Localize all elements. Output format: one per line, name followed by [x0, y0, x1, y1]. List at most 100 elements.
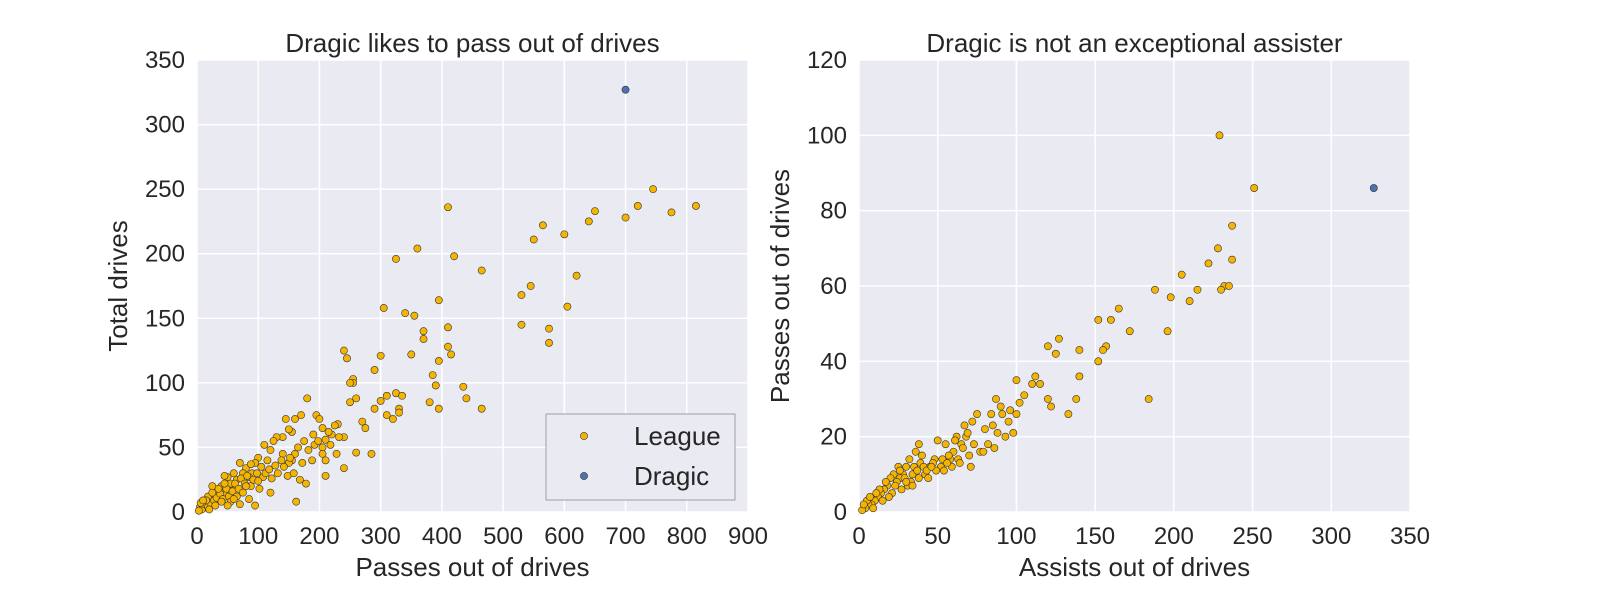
- legend-box: [545, 413, 736, 501]
- data-point: [297, 411, 305, 420]
- data-point: [539, 221, 547, 230]
- chart-title: Dragic likes to pass out of drives: [285, 28, 659, 58]
- data-point: [1075, 346, 1084, 354]
- data-point: [968, 417, 977, 426]
- data-point: [318, 424, 327, 432]
- y-tick-label: 40: [820, 348, 847, 375]
- data-point: [1072, 395, 1081, 403]
- data-point: [444, 203, 452, 212]
- data-point: [913, 466, 922, 475]
- data-point: [1044, 395, 1052, 403]
- data-point: [905, 455, 914, 464]
- data-point: [872, 489, 881, 498]
- data-point: [425, 398, 434, 407]
- data-point: [1369, 184, 1378, 192]
- series-dragic: [621, 85, 630, 94]
- data-point: [229, 495, 238, 503]
- data-point: [965, 451, 974, 460]
- data-point: [1214, 244, 1222, 253]
- data-point: [1166, 293, 1175, 302]
- data-point: [346, 378, 354, 387]
- data-point: [260, 440, 269, 449]
- data-point: [944, 451, 953, 460]
- data-point: [434, 357, 443, 365]
- data-point: [517, 320, 526, 329]
- data-point: [1106, 315, 1115, 324]
- data-point: [941, 440, 950, 449]
- data-point: [321, 456, 330, 465]
- data-point: [361, 424, 370, 432]
- data-point: [434, 296, 443, 305]
- legend-marker: [580, 432, 588, 440]
- data-point: [291, 415, 299, 423]
- data-point: [220, 471, 229, 480]
- data-point: [970, 440, 978, 449]
- data-point: [996, 402, 1005, 411]
- data-point: [340, 346, 348, 355]
- data-point: [410, 311, 419, 320]
- data-point: [315, 415, 324, 423]
- data-point: [263, 456, 272, 465]
- data-point: [289, 469, 298, 478]
- data-point: [924, 474, 933, 482]
- x-axis-label: Assists out of drives: [1019, 552, 1250, 582]
- data-point: [940, 466, 948, 475]
- data-point: [591, 207, 599, 215]
- y-tick-label: 100: [807, 122, 847, 149]
- data-point: [379, 304, 388, 312]
- data-point: [477, 404, 486, 413]
- data-point: [309, 430, 318, 439]
- data-point: [321, 471, 330, 480]
- data-point: [1064, 410, 1073, 418]
- data-point: [239, 488, 247, 497]
- data-point: [300, 437, 309, 445]
- data-point: [897, 485, 906, 494]
- x-tick-label: 800: [667, 523, 707, 550]
- x-tick-label: 200: [1154, 523, 1194, 550]
- data-point: [963, 428, 972, 437]
- y-tick-label: 0: [834, 499, 847, 526]
- data-point: [269, 437, 278, 445]
- data-point: [324, 428, 333, 436]
- data-point: [376, 397, 385, 405]
- data-point: [277, 456, 286, 465]
- data-point: [398, 391, 406, 400]
- data-point: [346, 398, 354, 407]
- x-tick-label: 100: [996, 523, 1036, 550]
- data-point: [1006, 406, 1015, 415]
- data-point: [1215, 131, 1224, 140]
- data-point: [896, 466, 904, 475]
- data-point: [584, 217, 593, 226]
- data-point: [993, 428, 1002, 437]
- data-point: [243, 471, 252, 480]
- x-tick-label: 350: [1390, 523, 1430, 550]
- data-point: [302, 479, 310, 488]
- data-point: [286, 453, 294, 462]
- data-point: [343, 354, 351, 363]
- data-point: [1012, 410, 1021, 418]
- y-tick-label: 200: [145, 241, 185, 268]
- data-point: [1020, 391, 1029, 400]
- data-point: [911, 447, 920, 456]
- data-point: [321, 435, 330, 444]
- data-point: [265, 465, 274, 474]
- data-point: [560, 230, 569, 239]
- data-point: [428, 371, 437, 380]
- data-point: [621, 85, 630, 94]
- y-tick-label: 120: [807, 47, 847, 74]
- data-point: [332, 449, 341, 458]
- x-tick-label: 0: [190, 523, 203, 550]
- y-tick-label: 60: [820, 273, 847, 300]
- data-point: [1012, 376, 1021, 385]
- legend: League Dragic: [545, 413, 736, 501]
- data-point: [242, 482, 250, 491]
- data-point: [278, 449, 287, 458]
- data-point: [1228, 221, 1237, 230]
- data-point: [220, 479, 229, 488]
- data-point: [988, 421, 997, 430]
- y-axis-label: Passes out of drives: [765, 169, 795, 403]
- data-point: [545, 338, 553, 347]
- data-point: [1163, 327, 1172, 336]
- data-point: [326, 440, 335, 449]
